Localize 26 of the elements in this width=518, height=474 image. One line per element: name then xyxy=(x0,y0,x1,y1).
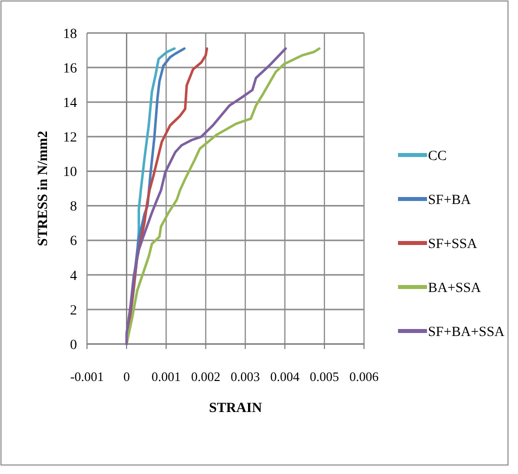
y-tick-label: 2 xyxy=(70,303,77,318)
x-tick-label: 0.002 xyxy=(191,369,220,384)
x-tick-label: -0.001 xyxy=(70,369,104,384)
x-tick-label: 0.001 xyxy=(152,369,181,384)
y-axis-title: STRESS in N/mm2 xyxy=(36,130,51,246)
x-axis-title: STRAIN xyxy=(209,401,262,416)
y-tick-label: 16 xyxy=(63,61,77,76)
x-tick-label: 0.005 xyxy=(310,369,340,384)
y-tick-label: 8 xyxy=(70,200,77,215)
y-tick-label: 0 xyxy=(70,338,77,353)
y-tick-label: 14 xyxy=(63,96,77,112)
x-tick-label: 0.006 xyxy=(349,369,380,384)
legend-label: SF+SSA xyxy=(428,236,478,252)
x-tick-label: 0.004 xyxy=(270,369,300,384)
legend-label: BA+SSA xyxy=(428,280,482,296)
legend-label: SF+BA+SSA xyxy=(428,324,506,340)
y-tick-label: 12 xyxy=(63,130,77,146)
y-tick-label: 18 xyxy=(63,26,77,42)
x-tick-label: 0.003 xyxy=(230,369,260,384)
y-tick-label: 4 xyxy=(70,268,77,284)
legend-label: CC xyxy=(428,148,447,164)
x-tick-label: 0 xyxy=(123,369,130,384)
y-tick-label: 10 xyxy=(63,165,77,180)
line-series xyxy=(125,47,287,346)
legend-label: SF+BA xyxy=(428,192,472,208)
y-tick-label: 6 xyxy=(70,234,77,250)
